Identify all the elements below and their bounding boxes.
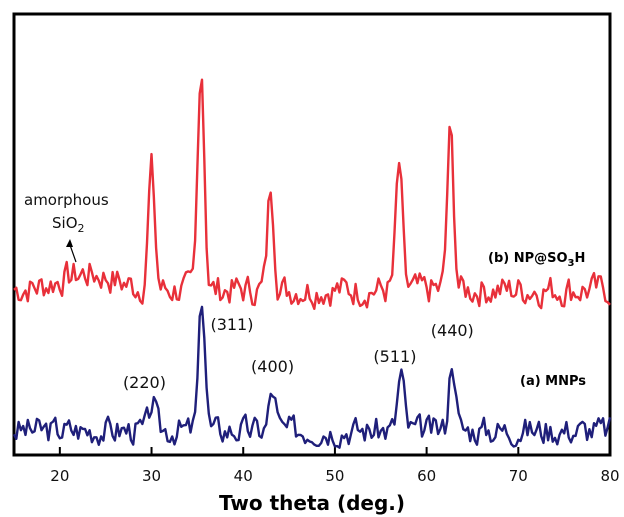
peak-label: (220) — [123, 373, 166, 392]
series-b-label: (b) NP@SO3H — [488, 251, 585, 269]
annotation-arrowhead — [66, 239, 73, 247]
series-a-label: (a) MNPs — [520, 374, 586, 389]
peak-label: (511) — [373, 347, 416, 366]
plot-frame — [12, 12, 612, 457]
annotation-line1: amorphous — [24, 191, 109, 209]
x-tick-label: 20 — [50, 467, 69, 485]
peak-label: (311) — [210, 315, 253, 334]
x-axis-title: Two theta (deg.) — [219, 491, 405, 515]
peak-label: (440) — [431, 321, 474, 340]
x-tick-label: 50 — [325, 467, 344, 485]
peak-labels: (220) (311) (400) (511) (440) — [123, 315, 474, 392]
peak-label: (400) — [251, 357, 294, 376]
x-tick-label: 70 — [509, 467, 528, 485]
annotation-arrow-line — [69, 244, 77, 263]
x-axis-ticks: 20 30 40 50 60 70 80 — [50, 447, 620, 485]
series-a-line — [12, 305, 612, 449]
x-tick-label: 80 — [600, 467, 619, 485]
x-tick-label: 40 — [234, 467, 253, 485]
annotation-line2: SiO2 — [52, 214, 85, 235]
series-b-line — [13, 78, 611, 310]
x-tick-label: 30 — [142, 467, 161, 485]
x-tick-label: 60 — [417, 467, 436, 485]
